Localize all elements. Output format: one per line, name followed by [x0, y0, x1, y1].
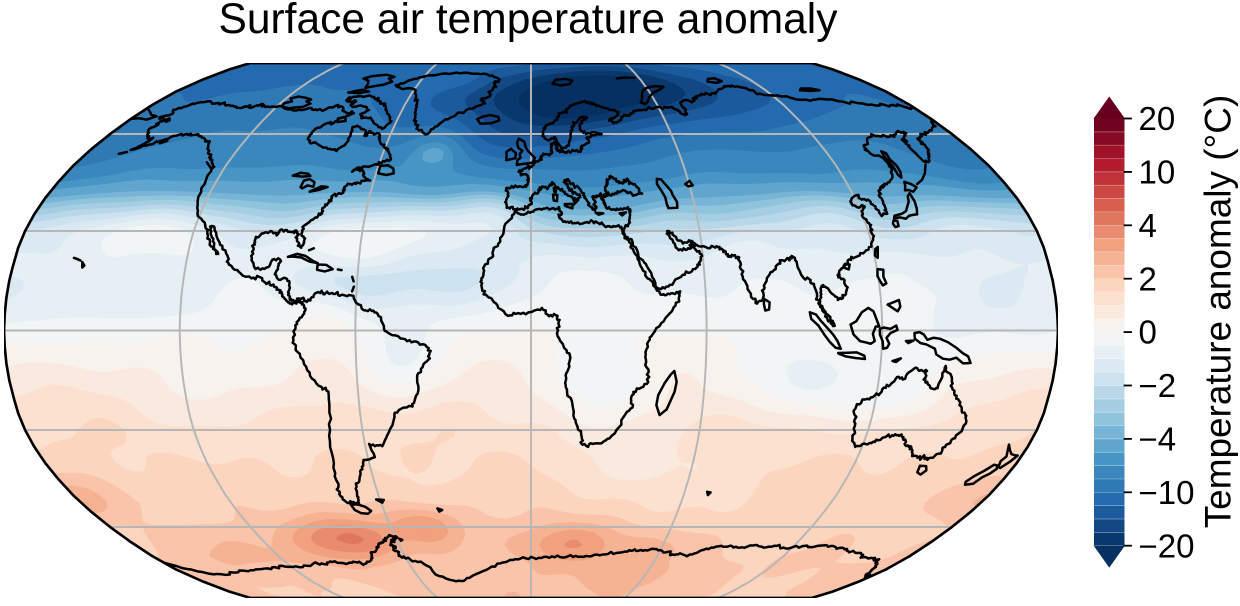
- svg-text:20: 20: [1139, 101, 1176, 138]
- svg-text:Temperature anomaly (°C): Temperature anomaly (°C): [1198, 95, 1239, 529]
- svg-text:0: 0: [1139, 315, 1157, 352]
- svg-text:2: 2: [1139, 261, 1157, 298]
- svg-text:−10: −10: [1139, 475, 1195, 512]
- svg-text:−4: −4: [1139, 421, 1177, 458]
- svg-text:−2: −2: [1139, 368, 1177, 405]
- svg-text:Surface air temperature anomal: Surface air temperature anomaly: [219, 0, 839, 43]
- svg-text:4: 4: [1139, 208, 1157, 245]
- svg-text:10: 10: [1139, 154, 1176, 191]
- svg-text:−20: −20: [1139, 528, 1195, 565]
